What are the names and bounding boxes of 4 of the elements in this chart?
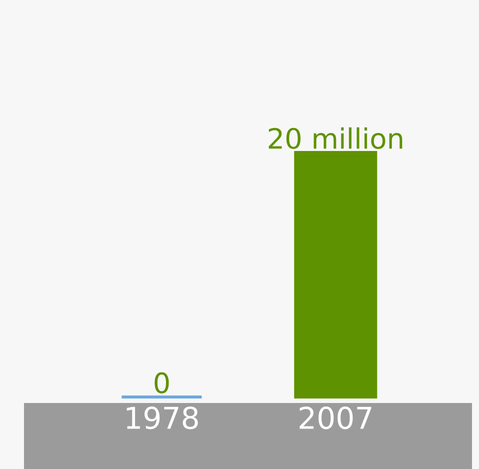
data-label: 0 <box>154 372 169 394</box>
x-tick-label: 2007 <box>300 406 372 430</box>
x-tick-label: 1978 <box>126 406 198 430</box>
data-label: 20 million <box>268 127 402 150</box>
